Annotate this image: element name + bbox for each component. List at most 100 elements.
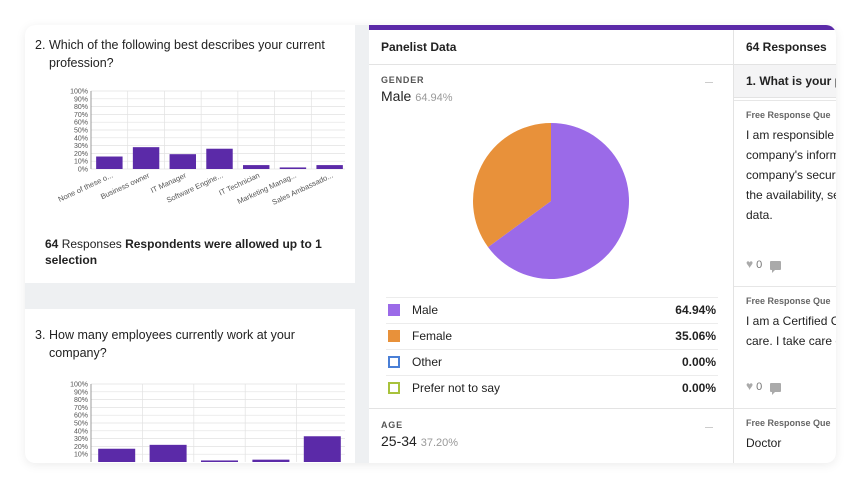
question-text-line: profession?	[49, 56, 114, 70]
legend-item[interactable]: Female 35.06%	[386, 323, 718, 349]
legend-label: Male	[412, 303, 439, 317]
response-item[interactable]: Free Response Que I am responsible company…	[734, 100, 836, 287]
gender-label: GENDER	[381, 75, 425, 85]
pie-slice-male[interactable]	[488, 123, 629, 279]
age-label: AGE	[381, 420, 403, 430]
response-text-line: care. I take care c	[746, 334, 836, 348]
y-tick-label: 70%	[74, 112, 88, 119]
y-tick-label: 80%	[74, 397, 88, 404]
y-tick-label: 40%	[74, 135, 88, 142]
response-type: Free Response Que	[746, 110, 831, 120]
response-text-line: company's inform	[746, 148, 836, 162]
y-tick-label: 60%	[74, 413, 88, 420]
legend-item[interactable]: Other 0.00%	[386, 349, 718, 375]
gender-top-value: Male 64.94%	[381, 88, 453, 104]
responses-note-2: selection	[45, 253, 98, 267]
gender-top-percent: 64.94%	[415, 92, 453, 104]
bar[interactable]	[206, 148, 233, 169]
pie-slice-female[interactable]	[473, 123, 551, 248]
comment-icon[interactable]	[770, 260, 782, 273]
y-tick-label: 50%	[74, 421, 88, 428]
bar[interactable]	[149, 444, 187, 462]
gender-pie-chart	[473, 123, 629, 279]
responses-note: Respondents were allowed up to 1	[125, 237, 322, 251]
age-top-percent: 37.20%	[420, 437, 459, 449]
bar[interactable]	[303, 436, 341, 462]
y-tick-label: 80%	[74, 104, 88, 111]
legend-label: Other	[412, 355, 443, 369]
y-tick-label: 90%	[74, 96, 88, 103]
question-text-line: How many employees currently work at you…	[49, 328, 295, 342]
legend-item[interactable]: Prefer not to say 0.00%	[386, 375, 718, 401]
like-count: 0	[753, 259, 763, 271]
bar[interactable]	[96, 156, 123, 169]
like-count: 0	[753, 381, 763, 393]
question-card-2: 2. Which of the following best describes…	[25, 25, 355, 283]
responses-summary: 64 Responses Respondents were allowed up…	[45, 236, 322, 268]
response-item[interactable]: Free Response Que I am a Certified C care.…	[734, 286, 836, 409]
bar[interactable]	[279, 167, 307, 169]
response-text: I am responsible company's inform company'…	[746, 125, 836, 225]
responses-panel: 64 Responses 1. What is your p Free Resp…	[734, 30, 836, 463]
y-tick-label: 20%	[74, 444, 88, 451]
legend-value: 64.94%	[675, 303, 716, 317]
profession-bar-chart: 100%90%80%70%60%50%40%30%20%10%0%None of…	[57, 89, 345, 207]
panelist-data-panel: Panelist Data GENDER Male 64.94% Male 64.…	[369, 30, 734, 463]
legend-swatch	[388, 304, 400, 316]
legend-label: Female	[412, 329, 453, 343]
legend-value: 0.00%	[681, 355, 716, 369]
y-tick-label: 20%	[74, 151, 88, 158]
response-type: Free Response Que	[746, 418, 831, 428]
question-title: 2. Which of the following best describes…	[35, 36, 345, 76]
gender-top-category: Male	[381, 88, 412, 104]
y-tick-label: 70%	[74, 405, 88, 412]
panelist-header: Panelist Data	[369, 30, 733, 65]
response-actions: ♥ 0	[746, 379, 782, 395]
heart-icon[interactable]: ♥	[746, 379, 754, 393]
bar[interactable]	[242, 165, 270, 169]
bar[interactable]	[316, 165, 343, 169]
age-divider	[369, 408, 733, 409]
y-tick-label: 0%	[78, 167, 88, 174]
collapse-gender-button[interactable]	[705, 82, 713, 83]
question-text-line: company?	[49, 346, 107, 360]
heart-icon[interactable]: ♥	[746, 257, 754, 271]
y-tick-label: 60%	[74, 120, 88, 127]
current-question[interactable]: 1. What is your p	[734, 65, 836, 98]
question-number: 2.	[35, 38, 46, 52]
y-tick-label: 10%	[74, 159, 88, 166]
comment-icon[interactable]	[770, 382, 782, 395]
question-text-line: Which of the following best describes yo…	[49, 38, 325, 52]
age-top-category: 25-34	[381, 433, 417, 449]
bar[interactable]	[200, 460, 239, 462]
collapse-age-button[interactable]	[705, 427, 713, 428]
y-tick-label: 100%	[70, 89, 88, 96]
bar[interactable]	[132, 147, 160, 169]
bar[interactable]	[169, 154, 197, 169]
question-title: 3. How many employees currently work at …	[35, 326, 345, 366]
responses-word: Responses	[61, 237, 122, 251]
response-actions: ♥ 0	[746, 257, 782, 273]
question-number: 3.	[35, 328, 46, 342]
response-text: I am a Certified C care. I take care c	[746, 311, 836, 351]
y-tick-label: 90%	[74, 389, 88, 396]
response-text-line: the availability, se	[746, 188, 836, 202]
response-type: Free Response Que	[746, 296, 831, 306]
legend-swatch	[388, 382, 400, 394]
y-tick-label: 100%	[70, 382, 88, 389]
legend-value: 0.00%	[681, 381, 716, 395]
bar[interactable]	[252, 459, 290, 462]
bar[interactable]	[98, 448, 136, 462]
legend-swatch	[388, 330, 400, 342]
y-tick-label: 40%	[74, 428, 88, 435]
response-item[interactable]: Free Response Que Doctor	[734, 408, 836, 463]
legend-label: Prefer not to say	[412, 381, 501, 395]
responses-header: 64 Responses	[734, 30, 836, 65]
survey-results-view: 2. Which of the following best describes…	[25, 25, 836, 463]
employees-bar-chart: 100%90%80%70%60%50%40%30%20%10%	[70, 382, 345, 462]
response-text-line: I am a Certified C	[746, 314, 836, 328]
age-top-value: 25-34 37.20%	[381, 433, 458, 449]
legend-item[interactable]: Male 64.94%	[386, 297, 718, 323]
responses-count: 64	[45, 237, 59, 251]
legend-value: 35.06%	[675, 329, 716, 343]
